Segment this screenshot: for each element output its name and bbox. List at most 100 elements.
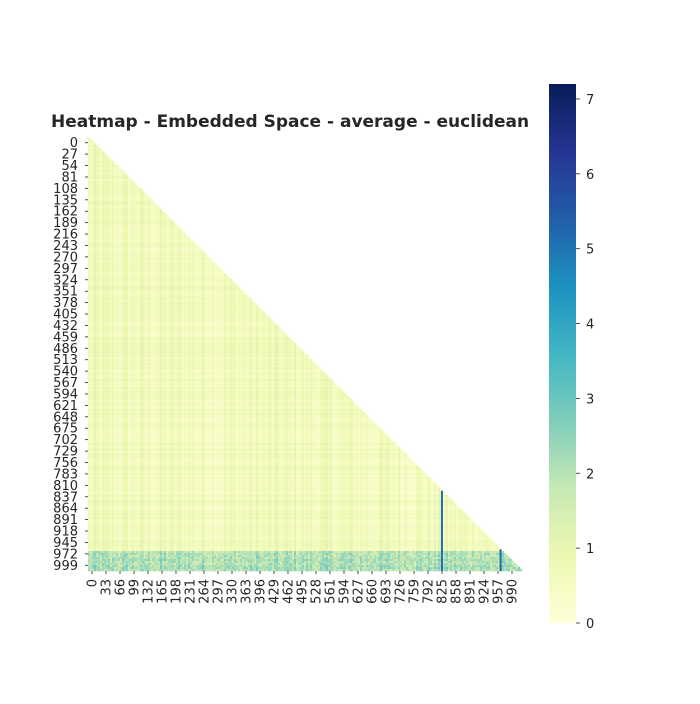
heatmap-cell (248, 329, 250, 331)
heatmap-cell (112, 223, 114, 225)
heatmap-cell (146, 199, 148, 201)
heatmap-cell (104, 331, 106, 333)
heatmap-cell (130, 325, 132, 327)
heatmap-cell (162, 235, 164, 237)
heatmap-cell (122, 199, 124, 201)
heatmap-cell (158, 209, 160, 211)
heatmap-cell (138, 215, 140, 217)
heatmap-cell (96, 243, 98, 245)
heatmap-cell (154, 249, 156, 251)
heatmap-cell (116, 227, 118, 229)
heatmap-cell (138, 325, 140, 327)
heatmap-cell (98, 209, 100, 211)
heatmap-cell (122, 299, 124, 301)
heatmap-cell (228, 301, 230, 303)
heatmap-cell (202, 315, 204, 317)
heatmap-cell (212, 325, 214, 327)
heatmap-cell (116, 299, 118, 301)
heatmap-cell (88, 205, 90, 207)
heatmap-cell (194, 269, 196, 271)
heatmap-cell (168, 257, 170, 259)
heatmap-cell (122, 233, 124, 235)
heatmap-cell (168, 255, 170, 257)
heatmap-cell (150, 223, 152, 225)
heatmap-cell (240, 293, 242, 295)
heatmap-cell (146, 201, 148, 203)
heatmap-cell (152, 219, 154, 221)
heatmap-cell (116, 171, 118, 173)
heatmap-cell (250, 321, 252, 323)
heatmap-cell (108, 157, 110, 159)
heatmap-cell (170, 295, 172, 297)
heatmap-cell (158, 225, 160, 227)
heatmap-cell (252, 329, 254, 331)
heatmap-cell (136, 305, 138, 307)
heatmap-cell (178, 293, 180, 295)
heatmap-cell (162, 277, 164, 279)
heatmap-cell (120, 231, 122, 233)
heatmap-cell (180, 281, 182, 283)
heatmap-cell (116, 237, 118, 239)
heatmap-cell (122, 291, 124, 293)
heatmap-cell (244, 305, 246, 307)
heatmap-cell (114, 303, 116, 305)
heatmap-cell (168, 269, 170, 271)
heatmap-cell (212, 303, 214, 305)
heatmap-cell (90, 239, 92, 241)
heatmap-cell (204, 291, 206, 293)
heatmap-cell (182, 251, 184, 253)
heatmap-cell (108, 273, 110, 275)
heatmap-cell (170, 309, 172, 311)
heatmap-cell (142, 333, 144, 335)
heatmap-cell (152, 223, 154, 225)
heatmap-cell (194, 261, 196, 263)
heatmap-cell (94, 283, 96, 285)
heatmap-cell (208, 283, 210, 285)
heatmap-cell (194, 301, 196, 303)
heatmap-cell (162, 241, 164, 243)
heatmap-cell (244, 297, 246, 299)
heatmap-cell (254, 329, 256, 331)
heatmap-cell (94, 199, 96, 201)
heatmap-cell (98, 311, 100, 313)
heatmap-cell (220, 311, 222, 313)
heatmap-cell (140, 271, 142, 273)
heatmap-cell (228, 323, 230, 325)
heatmap-cell (138, 249, 140, 251)
heatmap-cell (164, 223, 166, 225)
heatmap-cell (258, 327, 260, 329)
heatmap-cell (114, 163, 116, 165)
heatmap-cell (124, 193, 126, 195)
heatmap-cell (130, 327, 132, 329)
heatmap-cell (176, 229, 178, 231)
heatmap-cell (112, 297, 114, 299)
heatmap-cell (134, 313, 136, 315)
heatmap-cell (92, 161, 94, 163)
heatmap-cell (180, 299, 182, 301)
heatmap-cell (234, 331, 236, 333)
heatmap-cell (108, 237, 110, 239)
heatmap-cell (110, 173, 112, 175)
heatmap-cell (154, 291, 156, 293)
heatmap-cell (154, 225, 156, 227)
heatmap-cell (104, 253, 106, 255)
heatmap-cell (114, 209, 116, 211)
heatmap-cell (212, 281, 214, 283)
heatmap-cell (166, 241, 168, 243)
heatmap-cell (206, 295, 208, 297)
heatmap-cell (176, 325, 178, 327)
heatmap-cell (222, 333, 224, 335)
heatmap-cell (106, 283, 108, 285)
heatmap-cell (124, 263, 126, 265)
heatmap-cell (158, 213, 160, 215)
heatmap-cell (186, 243, 188, 245)
heatmap-cell (162, 223, 164, 225)
heatmap-cell (136, 213, 138, 215)
heatmap-cell (188, 263, 190, 265)
heatmap-cell (186, 277, 188, 279)
heatmap-cell (198, 317, 200, 319)
heatmap-cell (100, 195, 102, 197)
heatmap-cell (132, 215, 134, 217)
heatmap-cell (164, 259, 166, 261)
heatmap-cell (148, 229, 150, 231)
